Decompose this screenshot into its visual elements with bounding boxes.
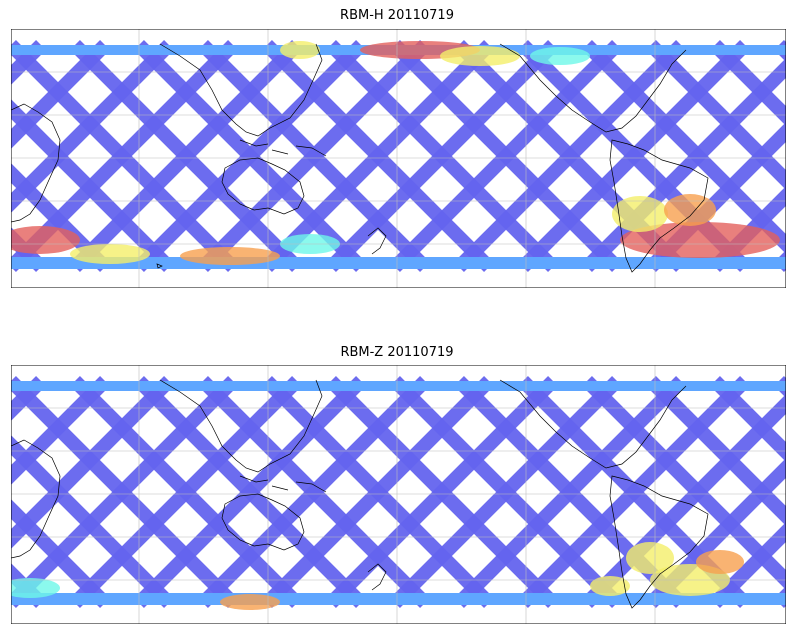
coastlines-top — [11, 43, 709, 273]
panel-title-rbm-z: RBM-Z 20110719 — [340, 345, 454, 360]
swath-layer-bottom — [11, 376, 786, 610]
gridlines-bottom — [11, 365, 786, 624]
panel-title-rbm-h: RBM-H 20110719 — [340, 8, 454, 23]
map-panel-rbm-h — [11, 29, 786, 288]
coastlines-bottom — [11, 379, 709, 609]
map-panel-rbm-z — [11, 365, 786, 624]
gridlines-top — [11, 29, 786, 288]
swath-layer-top — [11, 40, 786, 272]
